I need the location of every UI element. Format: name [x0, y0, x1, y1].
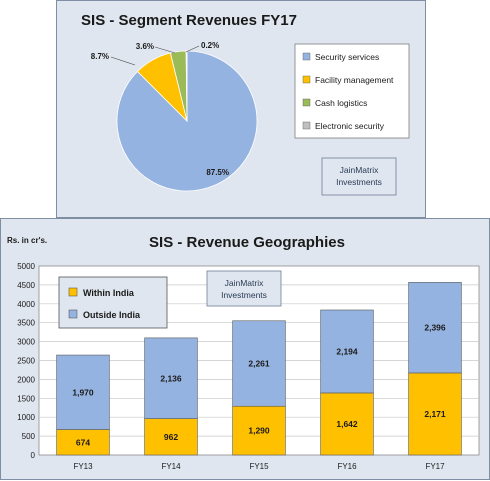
pie-chart-svg: SIS - Segment Revenues FY17 87.5% 8.7% 3.6%…: [81, 12, 410, 196]
x-tick-label: FY15: [249, 462, 269, 471]
bar-data-label: 2,136: [160, 373, 182, 383]
watermark-text: Investments: [336, 177, 382, 187]
legend-swatch: [302, 75, 311, 84]
pie-legend-box: [294, 43, 410, 139]
bar-data-label: 962: [164, 432, 178, 442]
bar-data-label: 1,290: [248, 426, 270, 436]
bar-legend-box: [58, 276, 168, 329]
bar-chart-panel: SIS - Revenue Geographies Rs. in cr's. 0 50…: [0, 218, 490, 480]
bar-within-india: [56, 429, 110, 456]
bar-outside-india: [320, 309, 374, 394]
legend-label: Facility management: [315, 75, 394, 85]
y-tick-label: 1000: [17, 413, 35, 422]
bar-data-label: 1,970: [72, 387, 94, 397]
watermark-text: Investments: [221, 290, 267, 300]
bar-data-label: 1,642: [336, 419, 358, 429]
y-tick-label: 500: [22, 432, 36, 441]
watermark-text: JainMatrix: [225, 278, 264, 288]
pie-slice-label: 3.6%: [136, 42, 154, 51]
y-tick-label: 3500: [17, 319, 35, 328]
bar-outside-india: [232, 320, 286, 407]
y-tick-label: 2500: [17, 357, 35, 366]
y-tick-label: 0: [31, 451, 36, 460]
x-tick-label: FY17: [425, 462, 445, 471]
bar-data-label: 674: [76, 437, 90, 447]
bar-chart-svg: SIS - Revenue Geographies Rs. in cr's. 0 50…: [7, 234, 480, 471]
y-tick-label: 2000: [17, 375, 35, 384]
legend-swatch: [302, 52, 311, 61]
pie-leader-line: [185, 45, 200, 53]
bar-data-label: 2,396: [424, 323, 446, 333]
watermark-box: [321, 157, 397, 196]
pie-slice-label: 0.2%: [201, 41, 219, 50]
x-tick-label: FY14: [161, 462, 181, 471]
bar-data-label: 2,194: [336, 346, 358, 356]
pie-leader-line: [154, 46, 176, 54]
pie-slice-label: 87.5%: [206, 168, 229, 177]
y-tick-label: 4500: [17, 281, 35, 290]
pie-slice-label: 8.7%: [91, 52, 109, 61]
y-tick-label: 1500: [17, 394, 35, 403]
legend-label: Electronic security: [315, 121, 385, 131]
pie-leader-line: [110, 56, 136, 66]
pie-slice-electronic-security: [185, 50, 188, 122]
bar-outside-india: [56, 354, 110, 430]
bar-data-label: 2,261: [248, 359, 270, 369]
legend-swatch: [68, 287, 78, 297]
bar-outside-india: [408, 282, 462, 374]
bar-within-india: [408, 372, 462, 456]
legend-label: Security services: [315, 52, 379, 62]
watermark-text: JainMatrix: [340, 165, 379, 175]
watermark-box: [206, 270, 282, 307]
bar-within-india: [232, 405, 286, 456]
legend-swatch: [302, 121, 311, 130]
x-tick-label: FY13: [73, 462, 93, 471]
legend-swatch: [68, 309, 78, 319]
legend-label: Within India: [83, 288, 135, 298]
legend-swatch: [302, 98, 311, 107]
bar-outside-india: [144, 337, 198, 419]
legend-label: Cash logistics: [315, 98, 367, 108]
bar-data-label: 2,171: [424, 409, 446, 419]
bar-within-india: [320, 392, 374, 456]
bar-within-india: [144, 418, 198, 456]
y-tick-label: 4000: [17, 300, 35, 309]
y-tick-label: 3000: [17, 338, 35, 347]
x-tick-label: FY16: [337, 462, 357, 471]
pie-chart-title: SIS - Segment Revenues FY17: [81, 12, 297, 29]
y-axis-label: Rs. in cr's.: [7, 236, 47, 245]
y-tick-label: 5000: [17, 262, 35, 271]
pie-chart-panel: SIS - Segment Revenues FY17 87.5% 8.7% 3.6%…: [56, 0, 426, 218]
bar-chart-title: SIS - Revenue Geographies: [149, 234, 345, 251]
legend-label: Outside India: [83, 310, 141, 320]
